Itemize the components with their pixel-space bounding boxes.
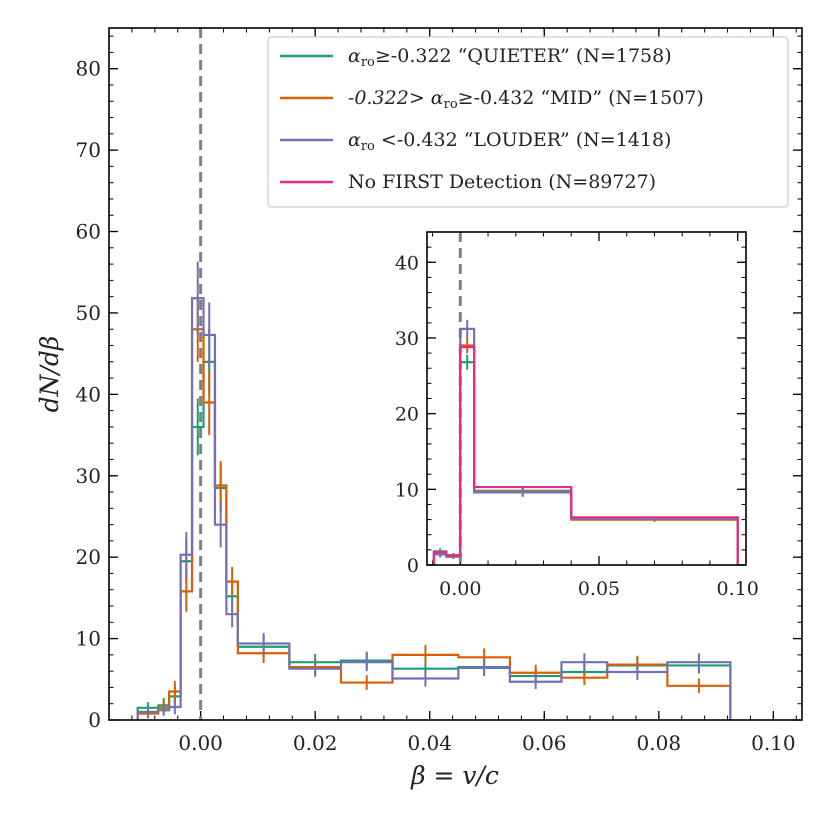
main-ytick-label: 70 <box>76 138 101 162</box>
legend-label-louder: αro <-0.432 “LOUDER” (N=1418) <box>348 129 671 154</box>
main-xtick-label: 0.08 <box>637 731 682 755</box>
inset-axis-ticks: 0.00 0.05 0.10 0 10 20 30 40 <box>395 231 759 600</box>
main-xtick-label: 0.02 <box>293 731 338 755</box>
legend-label-mid: -0.322> αro≥-0.432 “MID” (N=1507) <box>348 87 704 112</box>
main-ytick-label: 0 <box>88 708 101 732</box>
main-ytick-label: 30 <box>76 464 101 488</box>
inset-ytick-label: 20 <box>395 404 419 426</box>
main-ytick-label: 10 <box>76 627 101 651</box>
inset-background <box>427 232 746 565</box>
main-ytick-label: 60 <box>76 220 101 244</box>
legend-box <box>267 36 789 208</box>
inset-step-no-first <box>432 345 739 565</box>
inset-series-layer <box>432 319 739 565</box>
main-xtick-label: 0.06 <box>522 731 567 755</box>
legend-label-quieter: αro≥-0.322 “QUIETER” (N=1758) <box>348 45 672 70</box>
legend: αro≥-0.322 “QUIETER” (N=1758) -0.322> αro… <box>267 36 789 208</box>
inset-ytick-label: 0 <box>407 555 419 577</box>
inset-plot-frame <box>426 231 747 566</box>
y-axis-title: dN/dβ <box>35 336 64 413</box>
main-ytick-label: 80 <box>76 57 101 81</box>
main-ytick-label: 40 <box>76 382 101 406</box>
inset-xtick-label: 0.00 <box>439 578 481 600</box>
inset-xtick-label: 0.05 <box>578 578 620 600</box>
inset-xtick-label: 0.10 <box>717 578 759 600</box>
x-axis-title: β = v/c <box>410 761 499 790</box>
main-xtick-label: 0.04 <box>407 731 452 755</box>
inset-ytick-label: 30 <box>395 328 419 350</box>
main-xtick-label: 0.00 <box>178 731 223 755</box>
main-plot-frame <box>108 27 803 721</box>
main-ytick-label: 50 <box>76 301 101 325</box>
main-xtick-label: 0.10 <box>751 731 796 755</box>
inset-ytick-label: 40 <box>395 252 419 274</box>
main-series-layer <box>136 261 732 720</box>
main-ytick-label: 20 <box>76 545 101 569</box>
inset-ytick-label: 10 <box>395 479 419 501</box>
legend-label-no-first: No FIRST Detection (N=89727) <box>348 171 656 193</box>
